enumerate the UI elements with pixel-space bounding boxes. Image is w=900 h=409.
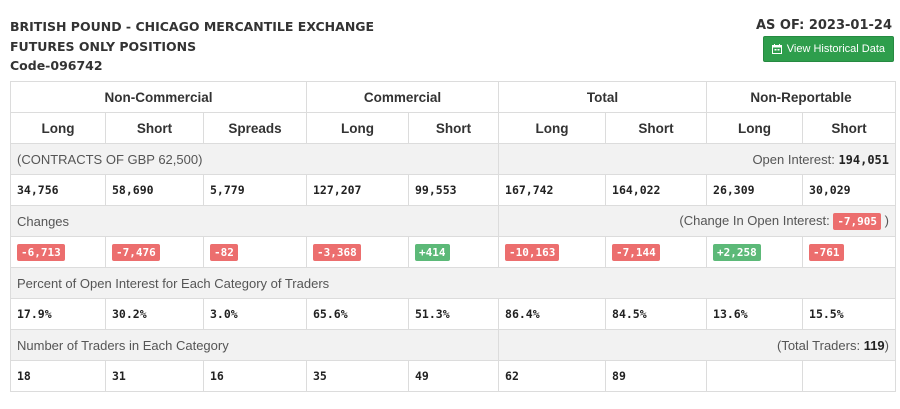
change-badge: +414	[415, 243, 450, 261]
table-cell: 86.4%	[498, 298, 607, 330]
contracts-section-row: (CONTRACTS OF GBP 62,500) Open Interest:…	[9, 143, 897, 175]
table-cell: -3,368	[306, 236, 409, 268]
view-historical-data-button[interactable]: View Historical Data	[762, 36, 894, 62]
change-badge: -7,144	[612, 243, 660, 261]
open-interest-label: Open Interest:	[752, 151, 839, 167]
table-cell: -7,476	[105, 236, 204, 268]
change-badge: -761	[809, 243, 844, 261]
table-cell: 30,029	[802, 174, 897, 206]
change-badge: -10,163	[505, 243, 560, 261]
group-non-commercial: Non-Commercial	[10, 81, 307, 113]
table-cell: 18	[10, 360, 106, 392]
col-header: Spreads	[203, 112, 307, 144]
table-cell: 89	[605, 360, 708, 392]
table-cell: 5,779	[203, 174, 307, 206]
change-badge: +2,258	[713, 243, 761, 261]
change-oi-badge: -7,905	[833, 212, 882, 230]
table-cell: -6,713	[10, 236, 106, 268]
table-cell: 167,742	[498, 174, 607, 206]
table-cell: 84.5%	[605, 298, 708, 330]
percent-values-row: 17.9% 30.2% 3.0% 65.6% 51.3% 86.4% 84.5%…	[10, 298, 897, 330]
change-badge: -7,476	[112, 243, 160, 261]
cot-positions-table: Non-Commercial Commercial Total Non-Repo…	[9, 81, 897, 392]
table-cell	[802, 360, 897, 392]
col-header: Long	[706, 112, 804, 144]
table-cell: -761	[802, 236, 897, 268]
as-of-date: AS OF: 2023-01-24	[755, 18, 892, 33]
report-header: BRITISH POUND - CHICAGO MERCANTILE EXCHA…	[0, 0, 900, 80]
table-cell: 58,690	[105, 174, 204, 206]
table-cell: 127,207	[306, 174, 409, 206]
table-cell: 65.6%	[306, 298, 409, 330]
table-cell: 16	[203, 360, 307, 392]
column-header-row: Long Short Spreads Long Short Long Short…	[10, 112, 897, 144]
percent-section-row: Percent of Open Interest for Each Catego…	[9, 267, 897, 299]
table-cell: -7,144	[605, 236, 708, 268]
changes-section-row: Changes (Change In Open Interest: -7,905…	[9, 205, 897, 237]
table-cell: 26,309	[706, 174, 804, 206]
table-cell: +2,258	[706, 236, 804, 268]
change-badge: -3,368	[313, 243, 361, 261]
table-cell: 34,756	[10, 174, 106, 206]
traders-label: Number of Traders in Each Category	[9, 329, 500, 361]
traders-values-row: 18 31 16 35 49 62 89	[10, 360, 897, 392]
contracts-label: (CONTRACTS OF GBP 62,500)	[9, 143, 500, 175]
title-line-1: BRITISH POUND - CHICAGO MERCANTILE EXCHA…	[10, 19, 375, 34]
total-traders: (Total Traders: 119)	[498, 329, 897, 361]
table-cell: 15.5%	[802, 298, 897, 330]
report-title: BRITISH POUND - CHICAGO MERCANTILE EXCHA…	[10, 17, 374, 76]
total-traders-label: (Total Traders:	[776, 337, 864, 353]
table-cell: 13.6%	[706, 298, 804, 330]
table-cell: 62	[498, 360, 607, 392]
table-cell: 35	[306, 360, 409, 392]
changes-values-row: -6,713 -7,476 -82 -3,368 +414 -10,163 -7…	[10, 236, 897, 268]
table-cell: -10,163	[498, 236, 607, 268]
col-header: Long	[306, 112, 409, 144]
col-header: Short	[802, 112, 897, 144]
total-traders-close: )	[884, 337, 890, 353]
contract-code: Code-096742	[10, 58, 103, 73]
percent-label: Percent of Open Interest for Each Catego…	[9, 267, 897, 299]
change-oi-label: (Change In Open Interest:	[679, 212, 834, 228]
change-open-interest: (Change In Open Interest: -7,905 )	[498, 205, 897, 237]
title-line-2: FUTURES ONLY POSITIONS	[10, 38, 197, 54]
table-cell: 30.2%	[105, 298, 204, 330]
open-interest-value: 194,051	[838, 152, 890, 167]
table-cell: 17.9%	[10, 298, 106, 330]
group-non-reportable: Non-Reportable	[706, 81, 897, 113]
calendar-icon	[771, 44, 782, 54]
table-cell: -82	[203, 236, 307, 268]
table-cell: 51.3%	[407, 298, 500, 330]
table-cell	[706, 360, 804, 392]
view-historical-data-label: View Historical Data	[786, 43, 885, 55]
table-cell: 3.0%	[203, 298, 307, 330]
changes-label: Changes	[9, 205, 500, 237]
col-header: Short	[105, 112, 204, 144]
traders-section-row: Number of Traders in Each Category (Tota…	[9, 329, 897, 361]
group-total: Total	[498, 81, 708, 113]
table-cell: +414	[407, 236, 500, 268]
contracts-values-row: 34,756 58,690 5,779 127,207 99,553 167,7…	[10, 174, 897, 206]
total-traders-value: 119	[863, 337, 885, 353]
col-header: Short	[407, 112, 500, 144]
change-oi-close: )	[881, 212, 890, 228]
table-cell: 49	[407, 360, 500, 392]
table-cell: 99,553	[407, 174, 500, 206]
change-badge: -6,713	[17, 243, 65, 261]
table-cell: 31	[105, 360, 204, 392]
change-badge: -82	[210, 243, 238, 261]
open-interest: Open Interest: 194,051	[498, 143, 897, 175]
col-header: Long	[498, 112, 607, 144]
col-header: Short	[605, 112, 708, 144]
group-header-row: Non-Commercial Commercial Total Non-Repo…	[10, 81, 897, 113]
col-header: Long	[10, 112, 106, 144]
table-cell: 164,022	[605, 174, 708, 206]
group-commercial: Commercial	[305, 81, 500, 113]
